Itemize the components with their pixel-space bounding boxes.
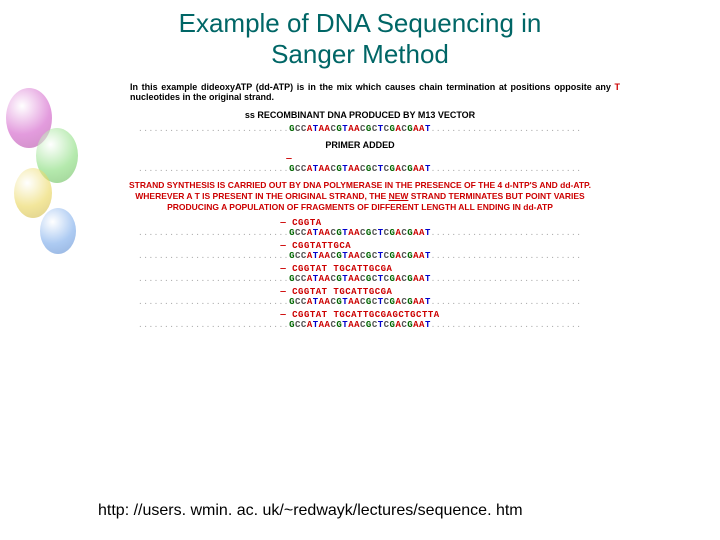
frag2-new: CGGTATTGCA [292,241,351,251]
heading-recombinant: ss RECOMBINANT DNA PRODUCED BY M13 VECTO… [0,110,720,120]
fragment-4: .............................— CGGTAT TG… [0,287,720,307]
fragment-5: .............................— CGGTAT TG… [0,310,720,330]
intro-prefix: In this example dideoxyATP (dd-ATP) is i… [130,82,615,92]
intro-text: In this example dideoxyATP (dd-ATP) is i… [130,82,620,102]
frag3-new: CGGTAT TGCATTGCGA [292,264,392,274]
heading-primer: PRIMER ADDED [0,140,720,150]
fragment-2: .............................— CGGTATTGC… [0,241,720,261]
fragment-1: .............................— CGGTATAAC… [0,218,720,238]
title-line-2: Sanger Method [271,39,449,69]
intro-T: T [615,82,621,92]
balloon-blue [40,208,76,254]
frag1-new: CGGTA [292,218,322,228]
slide-title: Example of DNA Sequencing in Sanger Meth… [0,0,720,70]
intro-suffix: nucleotides in the original strand. [130,92,274,102]
paragraph-synthesis: STRAND SYNTHESIS IS CARRIED OUT BY DNA P… [120,180,600,212]
seq-primer-pair: .............................—GCCATAACGT… [0,154,720,174]
source-url: http: //users. wmin. ac. uk/~redwayk/lec… [98,502,523,520]
decorative-balloons [6,78,76,318]
title-line-1: Example of DNA Sequencing in [179,8,542,38]
frag5-new: CGGTAT TGCATTGCGAGCTGCTTA [292,310,440,320]
seq-text: GCCATAACGTAACGCTCGACGAAT [289,164,431,174]
frag4-new: CGGTAT TGCATTGCGA [292,287,392,297]
seq-template-1: .............................GCCATAACGTA… [0,124,720,134]
fragment-3: .............................— CGGTAT TG… [0,264,720,284]
balloon-yellow [14,168,52,218]
para3-new: NEW [389,191,409,201]
seq-text: GCCATAACGTAACGCTCGACGAAT [289,124,431,134]
